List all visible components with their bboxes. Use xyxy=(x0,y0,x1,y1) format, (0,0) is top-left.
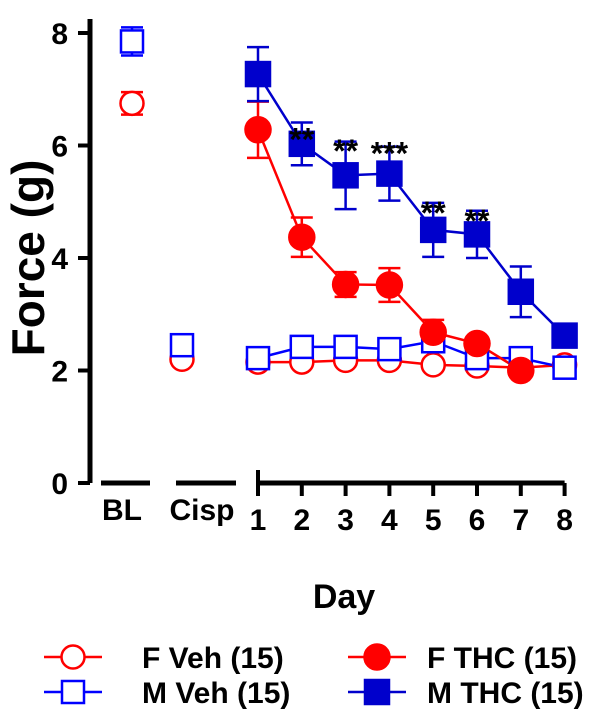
x-tick-label: 5 xyxy=(425,504,442,537)
y-tick-label: 2 xyxy=(51,356,68,389)
series-1-point xyxy=(169,332,195,358)
series-3-point xyxy=(244,60,272,88)
y-axis-title: Force (g) xyxy=(2,160,54,357)
series-2-point xyxy=(375,271,404,299)
x-category-label: Cisp xyxy=(169,494,234,527)
x-tick-label: 3 xyxy=(337,504,354,537)
series-lines xyxy=(256,73,566,372)
significance-label: ** xyxy=(289,122,314,158)
legend-label: M Veh (15) xyxy=(142,677,290,710)
y-tick-label: 0 xyxy=(51,468,68,501)
series-3-point xyxy=(507,278,535,305)
y-tick-label: 6 xyxy=(51,131,68,164)
x-tick-label: 4 xyxy=(381,504,398,537)
series-0-point xyxy=(119,90,145,117)
x-tick-label: 2 xyxy=(293,504,310,537)
x-axis-title: Day xyxy=(313,578,375,616)
series-2-point xyxy=(419,318,447,346)
error-bars xyxy=(121,26,576,379)
significance-annotations: ** ** ***** ** xyxy=(289,122,490,240)
y-tick-label: 4 xyxy=(51,243,68,276)
series-2-point xyxy=(363,643,391,671)
significance-label: *** xyxy=(371,136,409,172)
series-1-point xyxy=(60,679,86,705)
significance-label: ** xyxy=(333,133,358,169)
series-3-point xyxy=(376,160,403,187)
series-1-point xyxy=(119,29,145,54)
series-2-point xyxy=(288,223,316,251)
series-0-point xyxy=(60,644,86,670)
significance-label: ** xyxy=(465,203,490,239)
series-3-point xyxy=(363,678,391,706)
x-tick-label: 1 xyxy=(250,504,267,537)
series-3-point xyxy=(463,221,491,248)
series-2-point xyxy=(244,116,272,144)
series-2-point xyxy=(507,356,535,385)
series-0-point xyxy=(420,352,446,378)
significance-label: ** xyxy=(421,195,446,231)
series-1-point xyxy=(289,334,315,360)
series-2-point xyxy=(331,270,360,299)
series-3-point xyxy=(288,130,316,158)
series-1-point xyxy=(245,345,271,371)
x-tick-label: 8 xyxy=(556,504,573,537)
series-3-point xyxy=(332,162,359,189)
legend: F Veh (15) F THC (15) M Veh (15) M THC (15) xyxy=(44,642,584,710)
series-1-point xyxy=(377,336,402,362)
series-3-point xyxy=(551,322,578,349)
data-markers xyxy=(119,29,578,385)
x-category-label: BL xyxy=(102,494,142,527)
y-tick-label: 8 xyxy=(51,18,68,51)
legend-label: F Veh (15) xyxy=(142,642,284,675)
series-1-point xyxy=(552,355,577,380)
series-2-point xyxy=(463,329,491,358)
x-tick-label: 6 xyxy=(469,504,486,537)
series-1-point xyxy=(333,334,358,360)
x-tick-label: 7 xyxy=(512,504,529,537)
legend-label: M THC (15) xyxy=(427,677,584,710)
legend-label: F THC (15) xyxy=(427,642,577,675)
series-3-point xyxy=(419,216,447,244)
